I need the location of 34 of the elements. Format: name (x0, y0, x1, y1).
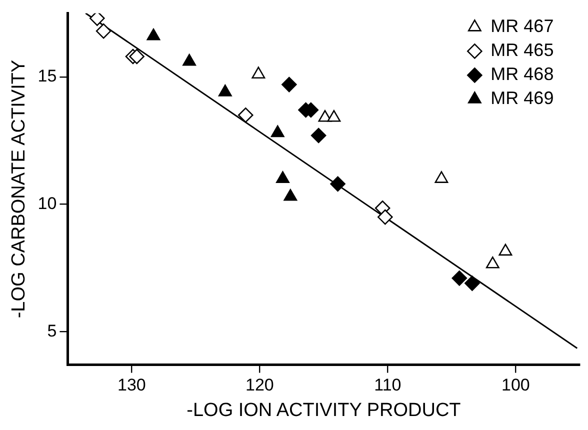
x-tick-label: 100 (502, 376, 530, 395)
legend-label: MR 469 (490, 88, 554, 108)
point (146, 28, 160, 40)
y-tick-label: 15 (38, 66, 57, 86)
legend-label: MR 467 (490, 16, 554, 36)
point (330, 176, 346, 192)
point (377, 209, 393, 225)
point (498, 244, 512, 256)
point (238, 107, 254, 123)
y-tick-label: 5 (47, 321, 57, 340)
point (252, 66, 266, 78)
point (464, 276, 480, 291)
point (276, 171, 290, 183)
point (434, 171, 448, 183)
x-tick-label: 110 (374, 376, 402, 395)
point (310, 128, 326, 144)
point (96, 23, 112, 39)
point (284, 188, 298, 201)
point (182, 54, 196, 66)
point (452, 270, 468, 286)
point (218, 84, 232, 96)
point (318, 110, 332, 122)
point (281, 76, 297, 92)
y-axis-title: -LOG CARBONATE ACTIVITY (8, 60, 30, 318)
x-axis-title: -LOG ION ACTIVITY PRODUCT (186, 400, 462, 421)
point (327, 110, 341, 122)
y-tick-label: 10 (38, 194, 57, 213)
point (270, 125, 284, 138)
legend-label: MR 465 (490, 40, 554, 60)
x-tick-label: 130 (118, 376, 146, 395)
x-tick-label: 120 (246, 376, 274, 395)
point (486, 256, 500, 268)
point (129, 48, 144, 64)
legend-label: MR 468 (490, 64, 554, 84)
